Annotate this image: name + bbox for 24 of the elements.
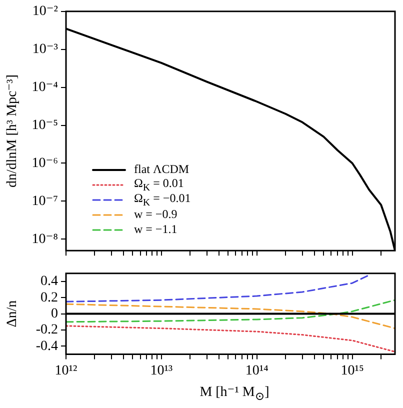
legend-label: Ω$_{K}$ = 0.01: [134, 176, 184, 194]
y-tick-label: 10⁻⁷: [32, 194, 58, 209]
y-tick-label: 10⁻⁴: [32, 80, 58, 95]
y-tick-label: 10⁻³: [32, 42, 58, 58]
y-tick-label: -0.4: [36, 338, 58, 354]
legend-label: w = −0.9: [134, 207, 178, 222]
y-tick-label: 0: [51, 306, 58, 322]
y-tick-label: 10⁻²: [32, 4, 58, 20]
y-tick-label: 10⁻⁸: [32, 232, 58, 247]
x-tick-label: 10¹²: [54, 363, 78, 378]
y-tick-label: 0.2: [40, 290, 58, 306]
x-tick-label: 10¹³: [150, 363, 173, 378]
y-axis-title: dn/dlnM [h³ Mpc⁻³]: [5, 74, 20, 188]
y-tick-label: 10⁻⁶: [32, 156, 58, 171]
legend-label: Ω$_{K}$ = −0.01: [134, 190, 191, 208]
x-tick-label: 10¹⁴: [245, 363, 269, 378]
x-axis-title: M [h⁻¹ M$_{⊙}$]: [198, 384, 270, 403]
legend-label: w = −1.1: [134, 222, 178, 237]
legend-label: flat ΛCDM: [134, 162, 190, 177]
y-axis-title: Δn/n: [5, 300, 20, 328]
x-tick-label: 10¹⁵: [340, 363, 364, 378]
y-tick-label: 0.4: [40, 274, 58, 290]
y-tick-label: 10⁻⁵: [32, 118, 58, 133]
y-tick-label: -0.2: [36, 322, 58, 338]
